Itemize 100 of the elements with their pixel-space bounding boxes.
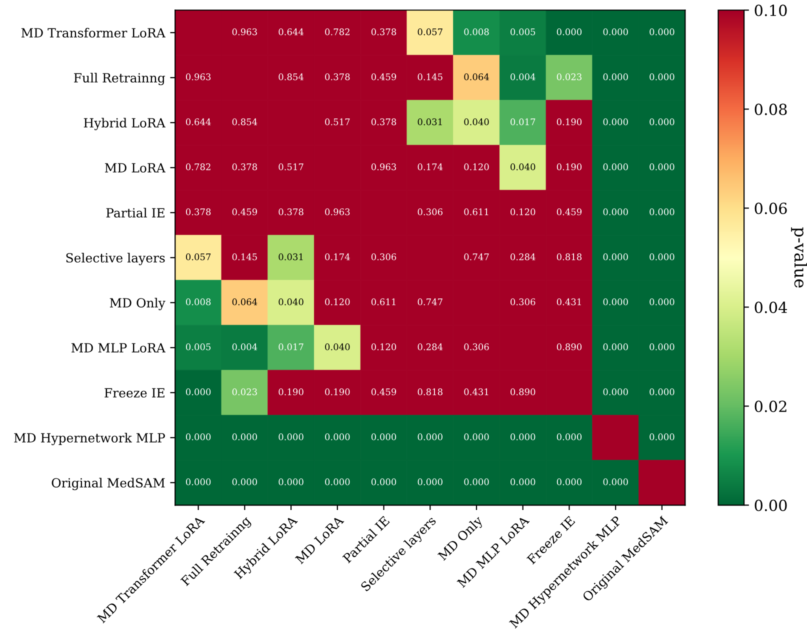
data-label: 0.378	[186, 208, 211, 216]
data-label: 0.004	[510, 73, 536, 80]
data-label: 0.000	[325, 478, 350, 486]
data-label: 0.747	[418, 298, 442, 306]
y-tick-label: Freeze IE	[104, 388, 164, 398]
data-label: 0.854	[232, 118, 258, 126]
color-bar-title: p-value	[791, 227, 807, 288]
data-label: 0.000	[510, 433, 536, 440]
data-label: 0.000	[603, 28, 628, 36]
data-label: 0.459	[232, 208, 257, 216]
data-label: 0.854	[278, 73, 304, 80]
data-label: 0.064	[464, 73, 489, 80]
data-label: 0.963	[325, 208, 350, 216]
data-label: 0.306	[510, 298, 536, 306]
y-tick-label: MD Only	[110, 298, 166, 310]
data-label: 0.306	[371, 253, 396, 260]
data-label: 0.818	[556, 253, 582, 260]
data-label: 0.000	[464, 433, 489, 440]
data-label: 0.031	[418, 118, 442, 126]
data-label: 0.000	[650, 118, 674, 126]
data-label: 0.782	[186, 163, 210, 170]
data-label: 0.517	[278, 163, 304, 170]
data-label: 0.963	[232, 28, 257, 36]
data-label: 0.000	[603, 478, 628, 486]
y-tick-label: Partial IE	[106, 208, 164, 218]
data-label: 0.000	[186, 433, 211, 440]
data-label: 0.306	[418, 208, 442, 216]
data-label: 0.306	[464, 343, 489, 350]
data-label: 0.000	[371, 433, 396, 440]
data-label: 0.000	[278, 478, 304, 486]
color-bar-label: 0.10	[754, 4, 787, 16]
data-label: 0.000	[278, 433, 304, 440]
y-tick-label: Full Retrainng	[74, 72, 166, 86]
data-label: 0.000	[650, 253, 674, 260]
data-label: 0.644	[186, 118, 211, 126]
data-label: 0.120	[510, 208, 536, 216]
data-label: 0.963	[371, 163, 396, 170]
data-label: 0.000	[650, 343, 674, 350]
data-label: 0.611	[464, 208, 488, 216]
data-label: 0.378	[371, 118, 396, 126]
data-label: 0.190	[556, 163, 582, 170]
data-label: 0.459	[371, 388, 396, 396]
data-label: 0.190	[556, 118, 582, 126]
data-label: 0.000	[510, 478, 536, 486]
y-tick-label: Hybrid LoRA	[84, 118, 166, 130]
data-label: 0.000	[464, 478, 489, 486]
data-label: 0.890	[510, 388, 536, 396]
data-label: 0.040	[278, 298, 304, 306]
data-label: 0.017	[510, 118, 536, 126]
data-label: 0.008	[464, 28, 489, 36]
data-label: 0.000	[603, 388, 628, 396]
data-label: 0.057	[418, 28, 442, 36]
data-label: 0.004	[232, 343, 258, 350]
data-label: 0.008	[186, 298, 211, 306]
data-label: 0.378	[325, 73, 350, 80]
data-label: 0.378	[371, 28, 396, 36]
data-label: 0.000	[232, 478, 257, 486]
data-label: 0.000	[186, 388, 211, 396]
data-label: 0.120	[325, 298, 350, 306]
data-label: 0.378	[232, 163, 257, 170]
data-label: 0.040	[325, 343, 350, 350]
data-label: 0.000	[556, 28, 582, 36]
data-label: 0.000	[650, 298, 674, 306]
data-label: 0.431	[556, 298, 581, 306]
data-label: 0.782	[325, 28, 350, 36]
y-tick-label: MD MLP LoRA	[71, 343, 166, 353]
data-label: 0.284	[418, 343, 443, 350]
data-label: 0.000	[186, 478, 211, 486]
data-label: 0.000	[650, 163, 674, 170]
data-label: 0.459	[556, 208, 582, 216]
data-label: 0.064	[232, 298, 258, 306]
data-label: 0.145	[418, 73, 442, 80]
data-label: 0.000	[603, 163, 628, 170]
data-label: 0.000	[603, 298, 628, 306]
data-label: 0.000	[556, 433, 582, 440]
data-label: 0.890	[556, 343, 582, 350]
data-label: 0.459	[371, 73, 396, 80]
data-label: 0.517	[325, 118, 350, 126]
data-label: 0.174	[325, 253, 350, 260]
data-label: 0.000	[603, 118, 628, 126]
data-label: 0.000	[650, 28, 674, 36]
data-label: 0.000	[232, 433, 257, 440]
y-tick-label: Original MedSAM	[52, 478, 165, 490]
data-label: 0.031	[278, 253, 303, 260]
data-label: 0.000	[650, 433, 674, 440]
data-label: 0.000	[603, 208, 628, 216]
data-label: 0.040	[510, 163, 536, 170]
data-label: 0.000	[603, 343, 628, 350]
data-label: 0.747	[464, 253, 489, 260]
color-bar-label: 0.00	[754, 500, 787, 512]
data-label: 0.023	[556, 73, 582, 80]
data-label: 0.000	[650, 73, 674, 80]
data-label: 0.057	[186, 253, 211, 260]
data-label: 0.000	[556, 478, 582, 486]
data-label: 0.000	[418, 478, 442, 486]
data-label: 0.644	[278, 28, 304, 36]
data-label: 0.284	[510, 253, 536, 260]
data-label: 0.000	[418, 433, 442, 440]
data-label: 0.000	[371, 478, 396, 486]
data-label: 0.023	[232, 388, 257, 396]
